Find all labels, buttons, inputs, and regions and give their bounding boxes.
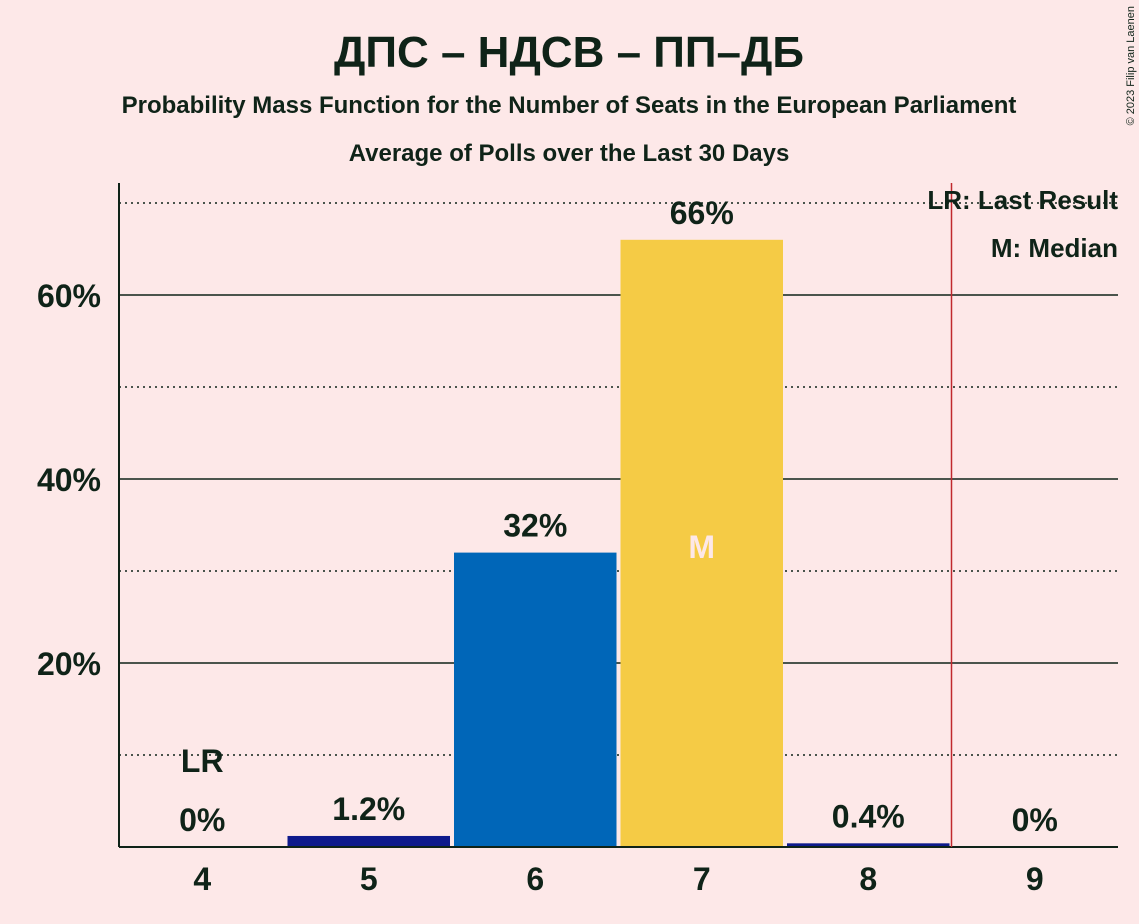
data-label: 0% — [179, 802, 225, 838]
x-tick-label: 4 — [193, 861, 211, 897]
median-marker: M — [688, 529, 715, 565]
y-tick-label: 40% — [37, 462, 101, 498]
bar — [287, 835, 450, 847]
y-tick-label: 60% — [37, 278, 101, 314]
data-label: 0.4% — [832, 798, 905, 834]
x-tick-label: 5 — [360, 861, 378, 897]
plot-area: 20% 40% 60% 4 5 6 7 8 9 0% 1.2% 32% 66% 0.4% 0% LR M — [37, 183, 1118, 897]
bar — [787, 843, 950, 847]
chart-title: ДПС – НДСВ – ПП–ДБ — [334, 28, 804, 77]
chart-subtitle-period: Average of Polls over the Last 30 Days — [349, 140, 790, 167]
x-tick-label: 6 — [526, 861, 544, 897]
data-label: 1.2% — [332, 791, 405, 827]
copyright-note: © 2023 Filip van Laenen — [1125, 6, 1137, 125]
last-result-marker: LR — [181, 743, 224, 779]
bar — [454, 552, 617, 847]
data-label: 32% — [503, 508, 567, 544]
x-tick-label: 7 — [693, 861, 711, 897]
data-label: 66% — [670, 195, 734, 231]
legend-median: M: Median — [991, 233, 1118, 263]
y-tick-label: 20% — [37, 646, 101, 682]
chart-subtitle: Probability Mass Function for the Number… — [122, 92, 1017, 119]
legend-last-result: LR: Last Result — [927, 185, 1118, 215]
bar — [620, 239, 783, 848]
x-tick-label: 8 — [859, 861, 877, 897]
x-tick-label: 9 — [1026, 861, 1044, 897]
data-label: 0% — [1012, 802, 1058, 838]
